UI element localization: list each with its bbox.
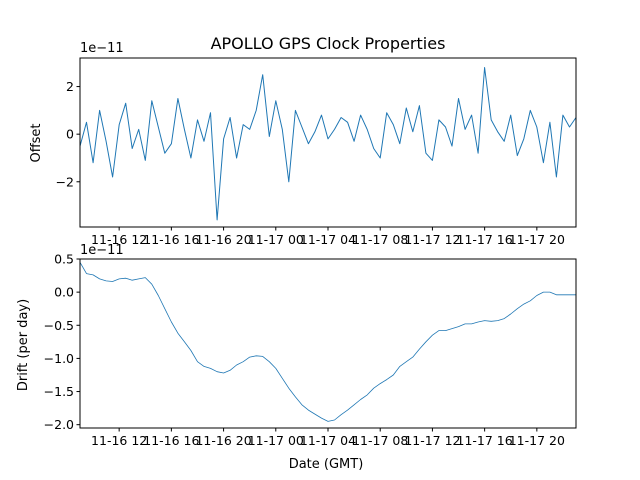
- top-x-tick-label: 11-17 08: [352, 232, 408, 247]
- bottom-y-axis-label: Drift (per day): [16, 299, 31, 391]
- x-axis-label: Date (GMT): [289, 457, 364, 472]
- top-x-tick-label: 11-17 12: [404, 232, 460, 247]
- bottom-x-tick-label: 11-16 12: [91, 433, 147, 448]
- top-y-tick-label: 2: [66, 79, 74, 94]
- bottom-y-tick-label: −2.0: [44, 417, 74, 432]
- chart-title: APOLLO GPS Clock Properties: [211, 34, 446, 53]
- top-x-tick-label: 11-16 12: [91, 232, 147, 247]
- top-series-line: [79, 67, 577, 221]
- bottom-y-tick-label: −1.0: [44, 351, 74, 366]
- top-y-tick-label: −2: [56, 174, 74, 189]
- bottom-x-tick-label: 11-16 20: [195, 433, 251, 448]
- bottom-y-tick-label: −1.5: [44, 384, 74, 399]
- bottom-y-tick-label: −0.5: [44, 318, 74, 333]
- top-x-tick-label: 11-17 20: [509, 232, 565, 247]
- bottom-y-tick-label: 0.0: [54, 285, 74, 300]
- top-x-tick-label: 11-17 04: [300, 232, 356, 247]
- bottom-series-line: [79, 262, 576, 422]
- top-plot-area: [79, 67, 577, 221]
- top-y-tick-label: 0: [66, 127, 74, 142]
- bottom-plot-area: [79, 262, 576, 422]
- bottom-x-tick-label: 11-17 00: [248, 433, 304, 448]
- bottom-scale-label: 1e−11: [80, 243, 124, 258]
- top-x-tick-label: 11-17 00: [248, 232, 304, 247]
- top-scale-label: 1e−11: [80, 41, 124, 56]
- top-y-axis-label: Offset: [29, 123, 44, 162]
- top-x-tick-label: 11-17 16: [457, 232, 513, 247]
- bottom-x-tick-label: 11-17 16: [457, 433, 513, 448]
- bottom-x-tick-label: 11-17 04: [300, 433, 356, 448]
- bottom-axes-frame: [79, 258, 577, 429]
- bottom-x-tick-label: 11-17 08: [352, 433, 408, 448]
- bottom-x-tick-label: 11-16 16: [143, 433, 199, 448]
- bottom-y-tick-label: 0.5: [54, 252, 74, 267]
- bottom-x-tick-label: 11-17 20: [509, 433, 565, 448]
- bottom-x-tick-label: 11-17 12: [404, 433, 460, 448]
- top-axes-frame: [79, 57, 577, 228]
- top-x-tick-label: 11-16 20: [195, 232, 251, 247]
- top-x-tick-label: 11-16 16: [143, 232, 199, 247]
